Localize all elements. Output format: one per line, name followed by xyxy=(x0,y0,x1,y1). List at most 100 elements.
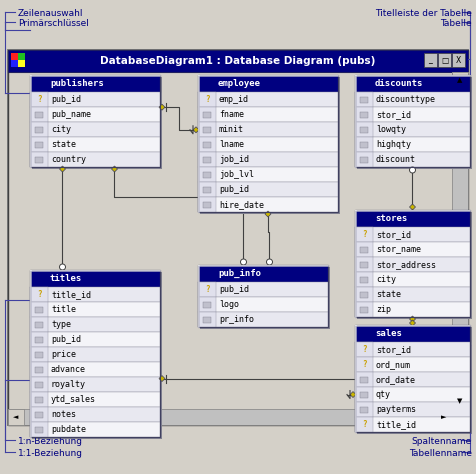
Text: title: title xyxy=(51,305,76,314)
Bar xyxy=(35,142,43,147)
Bar xyxy=(198,92,216,107)
Text: lowqty: lowqty xyxy=(375,125,405,134)
Bar xyxy=(32,272,162,439)
Bar xyxy=(354,357,469,372)
Bar xyxy=(30,347,159,362)
Text: lname: lname xyxy=(218,140,244,149)
Bar xyxy=(359,307,367,312)
Text: emp_id: emp_id xyxy=(218,95,248,104)
Text: pub_id: pub_id xyxy=(218,285,248,294)
Bar xyxy=(30,362,159,377)
Bar xyxy=(354,257,372,272)
Bar xyxy=(354,242,469,257)
Bar xyxy=(32,77,162,169)
Text: ?: ? xyxy=(361,345,366,354)
Bar xyxy=(203,201,210,208)
Bar xyxy=(198,167,337,182)
Text: stor_name: stor_name xyxy=(375,245,420,254)
Bar xyxy=(354,257,469,272)
Text: country: country xyxy=(51,155,86,164)
Bar xyxy=(30,92,159,107)
Text: Spaltenname: Spaltenname xyxy=(411,437,471,446)
Bar xyxy=(30,152,48,167)
Text: publishers: publishers xyxy=(50,79,104,88)
Text: Primärschlüssel: Primärschlüssel xyxy=(18,19,89,28)
Polygon shape xyxy=(111,166,117,172)
Bar xyxy=(30,332,159,347)
Bar xyxy=(451,53,464,67)
Text: sales: sales xyxy=(374,329,401,338)
Bar xyxy=(30,407,48,422)
Text: titles: titles xyxy=(50,274,82,283)
Bar xyxy=(30,317,159,332)
Text: Tabelle: Tabelle xyxy=(439,19,471,28)
Bar xyxy=(198,282,327,297)
Bar xyxy=(198,297,216,312)
Text: highqty: highqty xyxy=(375,140,410,149)
Bar xyxy=(198,167,216,182)
Bar xyxy=(30,407,159,422)
Bar xyxy=(30,107,48,122)
Text: type: type xyxy=(51,320,71,329)
Bar xyxy=(30,92,48,107)
Polygon shape xyxy=(159,375,165,382)
Bar xyxy=(198,137,337,152)
Bar xyxy=(198,107,216,122)
Text: ord_num: ord_num xyxy=(375,360,410,369)
Bar xyxy=(198,152,216,167)
Bar xyxy=(198,92,337,107)
Bar xyxy=(199,267,329,329)
Bar xyxy=(11,53,18,60)
Polygon shape xyxy=(349,392,355,398)
Text: state: state xyxy=(51,140,76,149)
Bar xyxy=(451,72,467,88)
Circle shape xyxy=(408,167,415,173)
Bar xyxy=(359,262,367,267)
Bar xyxy=(359,97,367,102)
Bar xyxy=(359,246,367,253)
Bar xyxy=(30,332,48,347)
Circle shape xyxy=(266,259,272,265)
Bar xyxy=(354,402,372,417)
Bar xyxy=(354,122,469,137)
Bar xyxy=(359,292,367,298)
Text: ▼: ▼ xyxy=(456,398,462,404)
Bar xyxy=(354,75,469,167)
Bar xyxy=(359,142,367,147)
Text: stor_id: stor_id xyxy=(375,230,410,239)
Text: notes: notes xyxy=(51,410,76,419)
Bar xyxy=(354,272,469,287)
Bar xyxy=(198,137,216,152)
Circle shape xyxy=(240,259,246,265)
Text: job_lvl: job_lvl xyxy=(218,170,253,179)
Text: ?: ? xyxy=(361,420,366,429)
Bar xyxy=(198,197,337,212)
Bar xyxy=(30,137,159,152)
Bar xyxy=(203,317,210,322)
Bar xyxy=(354,372,469,387)
Bar xyxy=(359,376,367,383)
Text: pr_info: pr_info xyxy=(218,315,253,324)
Bar xyxy=(354,107,372,122)
Text: job_id: job_id xyxy=(218,155,248,164)
Bar xyxy=(359,276,367,283)
Bar xyxy=(354,242,372,257)
Text: ?: ? xyxy=(37,95,41,104)
Bar xyxy=(198,297,327,312)
Bar xyxy=(198,122,216,137)
Bar xyxy=(18,60,25,67)
Bar xyxy=(198,197,216,212)
Bar xyxy=(359,111,367,118)
Text: 1:1-Beziehung: 1:1-Beziehung xyxy=(18,449,83,458)
Text: stor_address: stor_address xyxy=(375,260,435,269)
Bar xyxy=(198,265,327,282)
Bar xyxy=(354,417,372,432)
Bar xyxy=(451,393,467,409)
Bar xyxy=(203,127,210,133)
Bar xyxy=(35,111,43,118)
Bar xyxy=(451,72,467,409)
Text: zip: zip xyxy=(375,305,390,314)
Bar xyxy=(359,392,367,398)
Bar xyxy=(354,122,372,137)
Bar xyxy=(437,53,450,67)
